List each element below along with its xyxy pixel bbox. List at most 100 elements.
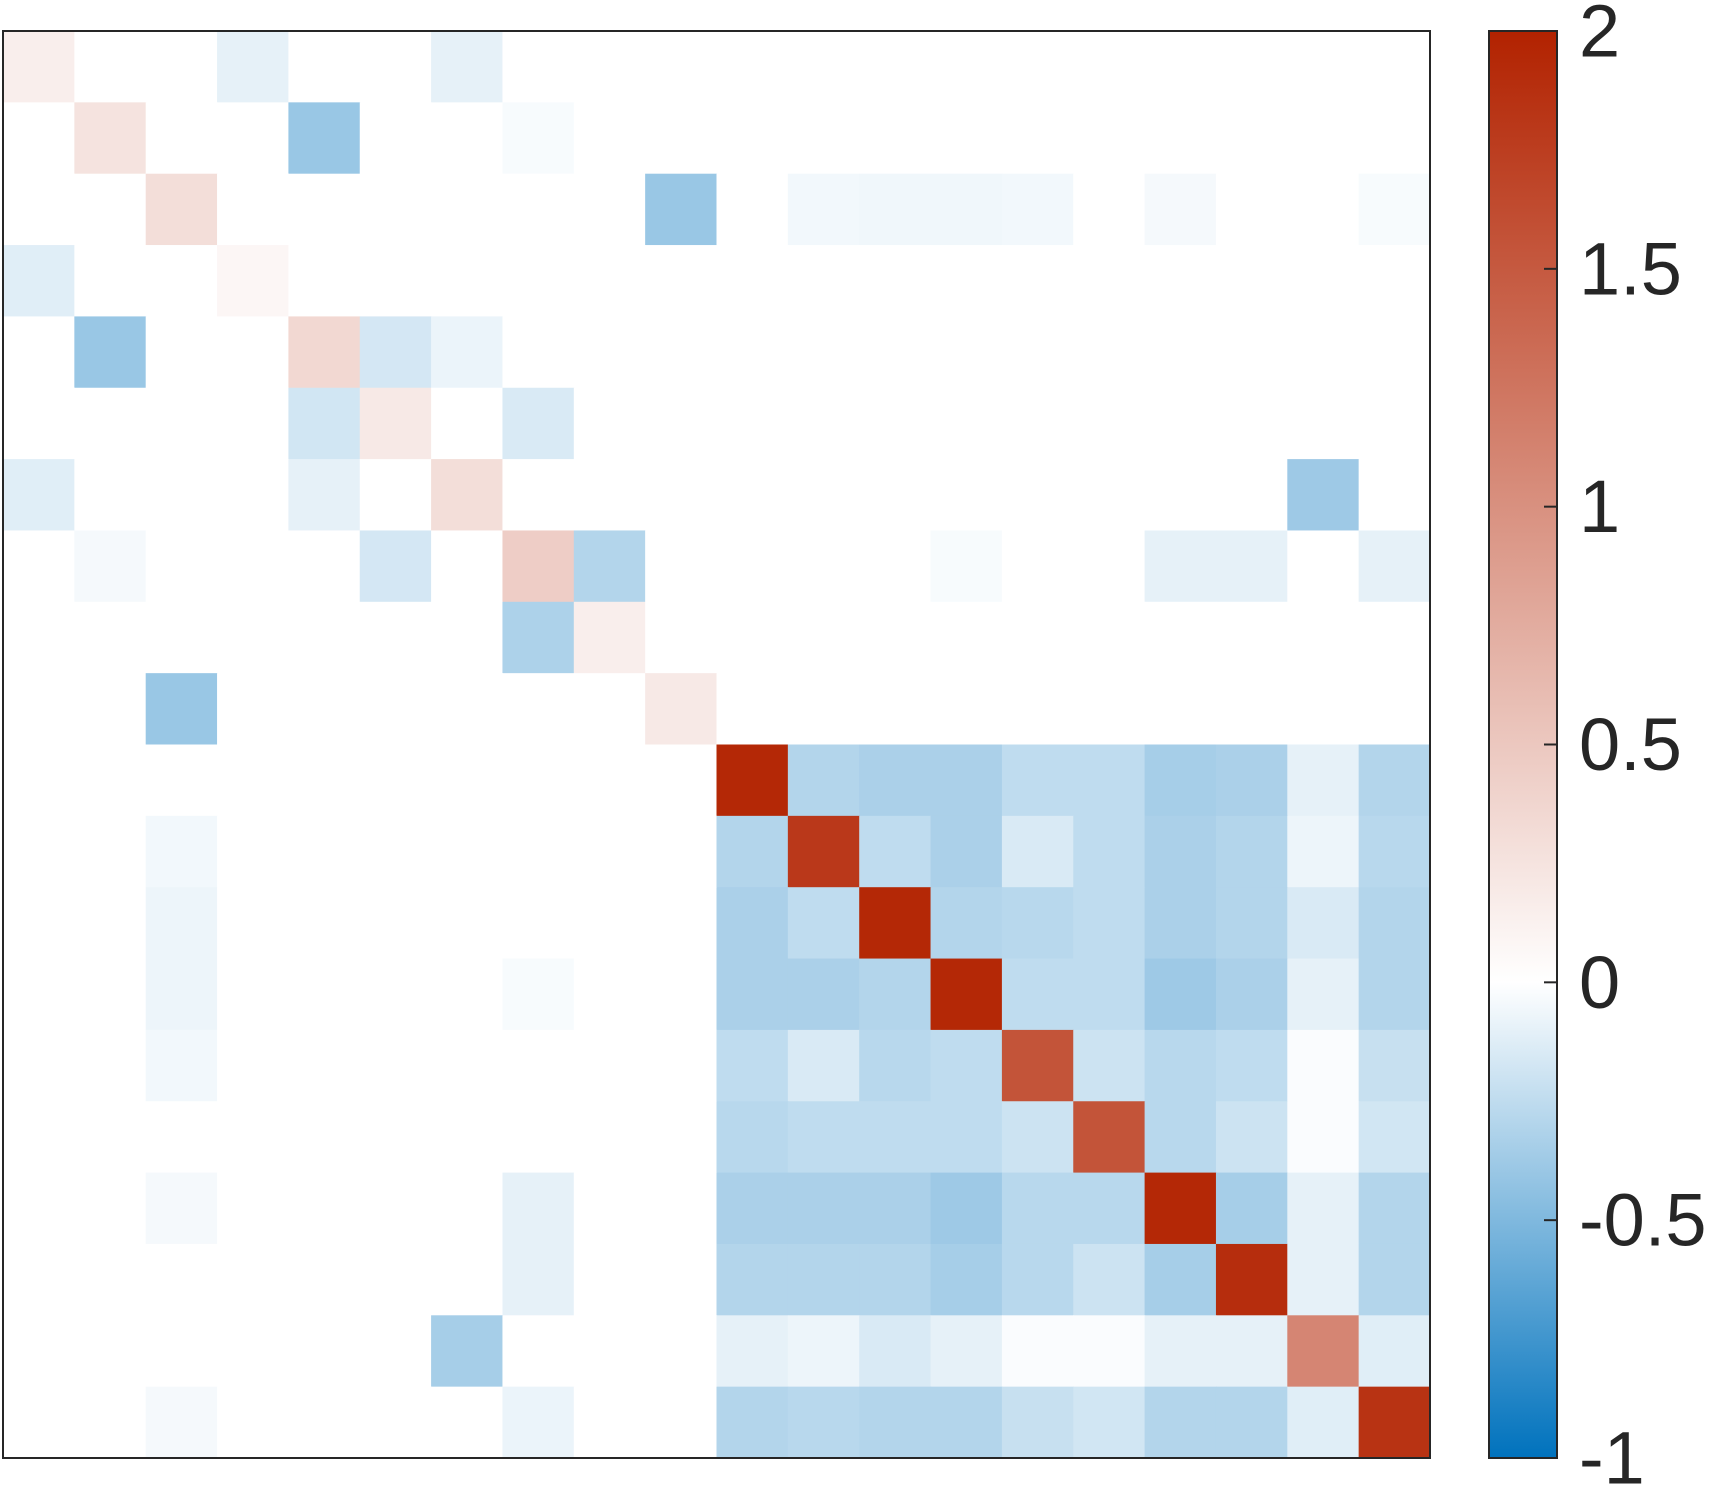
- heatmap-cell-r1-c19: [1287, 31, 1360, 103]
- heatmap-cell-r14-c16: [1073, 958, 1146, 1031]
- heatmap-cell-r13-c17: [1144, 887, 1217, 960]
- heatmap-cell-r11-c10: [645, 744, 718, 817]
- heatmap-cell-r12-c14: [930, 815, 1003, 888]
- heatmap-cell-r15-c10: [645, 1029, 718, 1102]
- colorbar-tick-label: -0.5: [1579, 1179, 1707, 1262]
- heatmap-cell-r10-c14: [930, 673, 1003, 746]
- heatmap-cell-r2-c10: [645, 102, 718, 175]
- heatmap-cell-r7-c7: [431, 459, 504, 532]
- heatmap-cell-r17-c2: [74, 1172, 147, 1245]
- heatmap-cell-r13-c6: [359, 887, 432, 960]
- heatmap-cell-r11-c5: [288, 744, 361, 817]
- heatmap-cell-r2-c5: [288, 102, 361, 175]
- heatmap-cell-r8-c15: [1001, 530, 1074, 603]
- heatmap-cell-r6-c3: [145, 387, 218, 460]
- heatmap-cell-r7-c20: [1358, 459, 1431, 532]
- heatmap-cell-r20-c1: [3, 1386, 75, 1459]
- heatmap-cell-r14-c14: [930, 958, 1003, 1031]
- heatmap-cell-r11-c14: [930, 744, 1003, 817]
- heatmap-cell-r12-c9: [573, 815, 646, 888]
- heatmap-cell-r20-c5: [288, 1386, 361, 1459]
- heatmap-cell-r13-c8: [502, 887, 575, 960]
- heatmap-cell-r9-c6: [359, 601, 432, 674]
- heatmap-cell-r17-c7: [431, 1172, 504, 1245]
- heatmap-cell-r5-c6: [359, 316, 432, 389]
- heatmap-cell-r18-c3: [145, 1243, 218, 1316]
- heatmap-cell-r14-c15: [1001, 958, 1074, 1031]
- heatmap-cell-r18-c9: [573, 1243, 646, 1316]
- heatmap-cell-r2-c20: [1358, 102, 1431, 175]
- heatmap-cell-r14-c10: [645, 958, 718, 1031]
- heatmap-cell-r20-c17: [1144, 1386, 1217, 1459]
- heatmap-cell-r1-c8: [502, 31, 575, 103]
- heatmap-cell-r4-c13: [859, 245, 932, 317]
- heatmap-cell-r2-c17: [1144, 102, 1217, 175]
- heatmap-cell-r17-c17: [1144, 1172, 1217, 1245]
- heatmap-cell-r16-c3: [145, 1101, 218, 1174]
- heatmap-cell-r18-c15: [1001, 1243, 1074, 1316]
- heatmap-cell-r5-c7: [431, 316, 504, 389]
- heatmap-cell-r16-c7: [431, 1101, 504, 1174]
- heatmap-cell-r15-c14: [930, 1029, 1003, 1102]
- heatmap-cell-r10-c11: [716, 673, 789, 746]
- heatmap-cell-r14-c7: [431, 958, 504, 1031]
- heatmap-cell-r1-c2: [74, 31, 147, 103]
- heatmap-cell-r9-c10: [645, 601, 718, 674]
- heatmap-cell-r17-c10: [645, 1172, 718, 1245]
- heatmap-cell-r10-c4: [217, 673, 289, 746]
- colorbar-tick-label: 0.5: [1579, 703, 1682, 786]
- heatmap-cell-r10-c5: [288, 673, 361, 746]
- heatmap-cell-r8-c10: [645, 530, 718, 603]
- heatmap-cell-r4-c4: [217, 245, 289, 317]
- heatmap-cell-r12-c13: [859, 815, 932, 888]
- heatmap-cell-r6-c6: [359, 387, 432, 460]
- heatmap-cell-r9-c2: [74, 601, 147, 674]
- heatmap-cell-r7-c18: [1215, 459, 1288, 532]
- heatmap-cell-r20-c6: [359, 1386, 432, 1459]
- heatmap-cell-r14-c6: [359, 958, 432, 1031]
- heatmap-cell-r15-c4: [217, 1029, 289, 1102]
- heatmap-cell-r15-c1: [3, 1029, 75, 1102]
- heatmap-cell-r3-c13: [859, 173, 932, 246]
- heatmap-cell-r5-c3: [145, 316, 218, 389]
- heatmap-cell-r3-c19: [1287, 173, 1360, 246]
- heatmap-cell-r19-c20: [1358, 1315, 1431, 1388]
- heatmap-cell-r4-c6: [359, 245, 432, 317]
- heatmap-cell-r7-c6: [359, 459, 432, 532]
- heatmap-cell-r3-c6: [359, 173, 432, 246]
- heatmap-cell-r2-c13: [859, 102, 932, 175]
- heatmap-cell-r20-c19: [1287, 1386, 1360, 1459]
- heatmap-cell-r11-c19: [1287, 744, 1360, 817]
- heatmap-cell-r20-c11: [716, 1386, 789, 1459]
- heatmap-cell-r12-c11: [716, 815, 789, 888]
- heatmap-cell-r1-c4: [217, 31, 289, 103]
- heatmap-cell-r3-c5: [288, 173, 361, 246]
- heatmap-cell-r8-c18: [1215, 530, 1288, 603]
- heatmap-cell-r4-c11: [716, 245, 789, 317]
- heatmap-cell-r9-c19: [1287, 601, 1360, 674]
- heatmap-cell-r6-c2: [74, 387, 147, 460]
- heatmap-cell-r17-c3: [145, 1172, 218, 1245]
- heatmap-cell-r9-c3: [145, 601, 218, 674]
- heatmap-cell-r17-c14: [930, 1172, 1003, 1245]
- heatmap-cell-r19-c5: [288, 1315, 361, 1388]
- heatmap-cell-r13-c1: [3, 887, 75, 960]
- heatmap-cell-r10-c2: [74, 673, 147, 746]
- heatmap-cell-r10-c10: [645, 673, 718, 746]
- heatmap-cell-r14-c3: [145, 958, 218, 1031]
- heatmap-cell-r14-c18: [1215, 958, 1288, 1031]
- heatmap-cell-r18-c14: [930, 1243, 1003, 1316]
- heatmap-cell-r5-c10: [645, 316, 718, 389]
- heatmap-cell-r11-c15: [1001, 744, 1074, 817]
- heatmap-cell-r4-c20: [1358, 245, 1431, 317]
- heatmap-cell-r15-c6: [359, 1029, 432, 1102]
- heatmap-cell-r8-c4: [217, 530, 289, 603]
- heatmap-cell-r20-c13: [859, 1386, 932, 1459]
- heatmap-cell-r16-c17: [1144, 1101, 1217, 1174]
- heatmap-cell-r5-c17: [1144, 316, 1217, 389]
- heatmap-cell-r16-c10: [645, 1101, 718, 1174]
- heatmap-cell-r9-c7: [431, 601, 504, 674]
- heatmap-cell-r9-c1: [3, 601, 75, 674]
- heatmap-cell-r9-c14: [930, 601, 1003, 674]
- heatmap-cell-r10-c3: [145, 673, 218, 746]
